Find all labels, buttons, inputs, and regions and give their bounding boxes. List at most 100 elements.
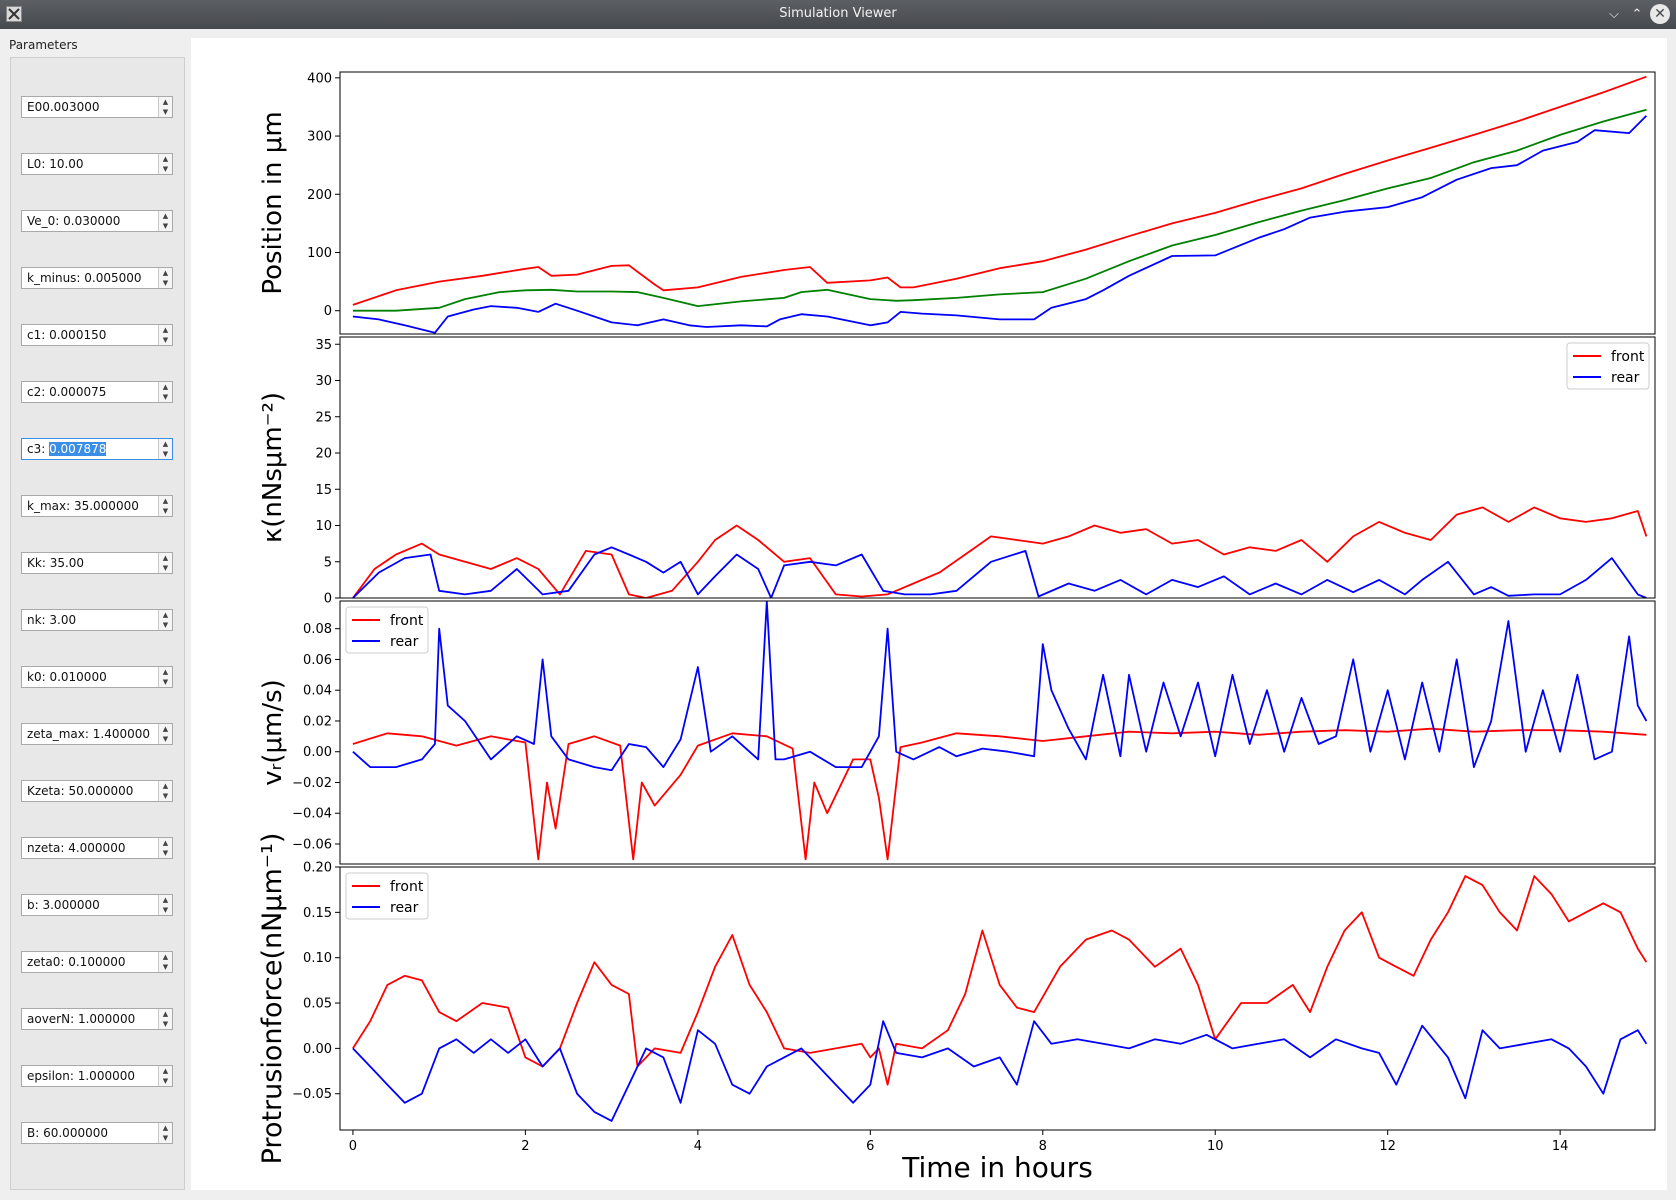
- spin-up-icon[interactable]: ▲: [162, 155, 169, 163]
- param-value: 1.400000: [92, 727, 151, 741]
- chevron-up-icon[interactable]: ⌃: [1631, 7, 1643, 22]
- param-value-text: c2: 0.000075: [27, 385, 106, 399]
- param-aovern-spinbox[interactable]: aoverN: 1.000000 ▲ ▼: [21, 1008, 173, 1030]
- spin-down-icon[interactable]: ▼: [162, 735, 169, 743]
- param-nk-spinbox[interactable]: nk: 3.00 ▲ ▼: [21, 609, 173, 631]
- param-c1-spinbox[interactable]: c1: 0.000150 ▲ ▼: [21, 324, 173, 346]
- param-label: Ve_0:: [27, 214, 64, 228]
- param-epsilon-spinbox[interactable]: epsilon: 1.000000 ▲ ▼: [21, 1065, 173, 1087]
- x-tick-label: 8: [1039, 1139, 1047, 1154]
- param-nzeta-spinbox[interactable]: nzeta: 4.000000 ▲ ▼: [21, 837, 173, 859]
- param-kk-spinbox[interactable]: Kk: 35.00 ▲ ▼: [21, 552, 173, 574]
- param-zeta-max-spinbox[interactable]: zeta_max: 1.400000 ▲ ▼: [21, 723, 173, 745]
- spin-down-icon[interactable]: ▼: [162, 621, 169, 629]
- spin-arrows: ▲ ▼: [158, 724, 172, 744]
- param-k0-spinbox[interactable]: k0: 0.010000 ▲ ▼: [21, 666, 173, 688]
- spin-up-icon[interactable]: ▲: [162, 269, 169, 277]
- spin-down-icon[interactable]: ▼: [162, 564, 169, 572]
- param-k-minus-spinbox[interactable]: k_minus: 0.005000 ▲ ▼: [21, 267, 173, 289]
- spin-up-icon[interactable]: ▲: [162, 1067, 169, 1075]
- spin-down-icon[interactable]: ▼: [162, 849, 169, 857]
- spin-down-icon[interactable]: ▼: [162, 222, 169, 230]
- spin-down-icon[interactable]: ▼: [162, 108, 169, 116]
- spin-arrows: ▲ ▼: [158, 439, 172, 459]
- spin-up-icon[interactable]: ▲: [162, 839, 169, 847]
- y-tick-label: 400: [307, 71, 332, 86]
- spin-arrows: ▲ ▼: [158, 382, 172, 402]
- param-label: nzeta:: [27, 841, 69, 855]
- spin-down-icon[interactable]: ▼: [162, 906, 169, 914]
- axes-frame: [339, 866, 1656, 1131]
- spin-arrows: ▲ ▼: [158, 667, 172, 687]
- param-c2-spinbox[interactable]: c2: 0.000075 ▲ ▼: [21, 381, 173, 403]
- param-value-text: epsilon: 1.000000: [27, 1069, 135, 1083]
- spin-down-icon[interactable]: ▼: [162, 1134, 169, 1142]
- x-tick-label: 2: [521, 1139, 529, 1154]
- chevron-down-icon[interactable]: ⌵: [1609, 7, 1619, 22]
- spin-down-icon[interactable]: ▼: [162, 450, 169, 458]
- subplot-2: 0 5 10 15 20 25 30 35 κ(nNsμm⁻²) front rear: [258, 336, 1656, 607]
- spin-down-icon[interactable]: ▼: [162, 165, 169, 173]
- y-tick-label: −0.04: [292, 807, 332, 822]
- y-axis-label: κ(nNsμm⁻²): [258, 392, 288, 543]
- param-e0-spinbox[interactable]: E00.003000 ▲ ▼: [21, 96, 173, 118]
- spin-up-icon[interactable]: ▲: [162, 953, 169, 961]
- spin-down-icon[interactable]: ▼: [162, 678, 169, 686]
- param-value-text: L0: 10.00: [27, 157, 84, 171]
- spin-up-icon[interactable]: ▲: [162, 326, 169, 334]
- param-zeta0-spinbox[interactable]: zeta0: 0.100000 ▲ ▼: [21, 951, 173, 973]
- spin-up-icon[interactable]: ▲: [162, 497, 169, 505]
- param-value: 1.000000: [77, 1069, 135, 1083]
- spin-up-icon[interactable]: ▲: [162, 212, 169, 220]
- spin-down-icon[interactable]: ▼: [162, 507, 169, 515]
- param-value: 60.000000: [43, 1126, 108, 1140]
- spin-down-icon[interactable]: ▼: [162, 336, 169, 344]
- spin-up-icon[interactable]: ▲: [162, 611, 169, 619]
- spin-up-icon[interactable]: ▲: [162, 725, 169, 733]
- close-icon[interactable]: ✕: [1650, 4, 1670, 24]
- param-l0-spinbox[interactable]: L0: 10.00 ▲ ▼: [21, 153, 173, 175]
- spin-up-icon[interactable]: ▲: [162, 440, 169, 448]
- param-value: 3.000000: [42, 898, 100, 912]
- y-tick-label: 0.20: [303, 861, 332, 876]
- param-value: 0.100000: [68, 955, 126, 969]
- param-c3-spinbox[interactable]: c3: 0.007878 ▲ ▼: [21, 438, 173, 460]
- spin-up-icon[interactable]: ▲: [162, 554, 169, 562]
- y-tick-label: 0.10: [303, 951, 332, 966]
- x-axis-label: Time in hours: [901, 1151, 1093, 1184]
- spin-arrows: ▲ ▼: [158, 1066, 172, 1086]
- spin-up-icon[interactable]: ▲: [162, 896, 169, 904]
- spin-down-icon[interactable]: ▼: [162, 279, 169, 287]
- y-tick-label: 35: [315, 338, 332, 353]
- spin-up-icon[interactable]: ▲: [162, 782, 169, 790]
- y-tick-label: 300: [307, 130, 332, 145]
- spin-down-icon[interactable]: ▼: [162, 792, 169, 800]
- spin-arrows: ▲ ▼: [158, 97, 172, 117]
- spin-up-icon[interactable]: ▲: [162, 1124, 169, 1132]
- param-value: 1.000000: [77, 1012, 136, 1026]
- param-ve-0-spinbox[interactable]: Ve_0: 0.030000 ▲ ▼: [21, 210, 173, 232]
- spin-down-icon[interactable]: ▼: [162, 393, 169, 401]
- param-value-text: c3: 0.007878: [27, 442, 107, 456]
- param-value: 4.000000: [68, 841, 126, 855]
- series-line-rear: [352, 601, 1648, 772]
- param-kzeta-spinbox[interactable]: Kzeta: 50.000000 ▲ ▼: [21, 780, 173, 802]
- spin-up-icon[interactable]: ▲: [162, 383, 169, 391]
- spin-down-icon[interactable]: ▼: [162, 1077, 169, 1085]
- spin-up-icon[interactable]: ▲: [162, 668, 169, 676]
- param-b-spinbox[interactable]: B: 60.000000 ▲ ▼: [21, 1122, 173, 1144]
- param-b-spinbox[interactable]: b: 3.000000 ▲ ▼: [21, 894, 173, 916]
- spin-down-icon[interactable]: ▼: [162, 963, 169, 971]
- param-label: aoverN:: [27, 1012, 78, 1026]
- y-axis-label: vᵣ(μm/s): [258, 679, 288, 786]
- param-k-max-spinbox[interactable]: k_max: 35.000000 ▲ ▼: [21, 495, 173, 517]
- param-value-text: Ve_0: 0.030000: [27, 214, 120, 228]
- spin-arrows: ▲ ▼: [158, 610, 172, 630]
- spin-up-icon[interactable]: ▲: [162, 98, 169, 106]
- spin-arrows: ▲ ▼: [158, 838, 172, 858]
- y-tick-label: 15: [315, 483, 332, 498]
- spin-up-icon[interactable]: ▲: [162, 1010, 169, 1018]
- param-label: zeta0:: [27, 955, 69, 969]
- param-label: c2:: [27, 385, 50, 399]
- spin-down-icon[interactable]: ▼: [162, 1020, 169, 1028]
